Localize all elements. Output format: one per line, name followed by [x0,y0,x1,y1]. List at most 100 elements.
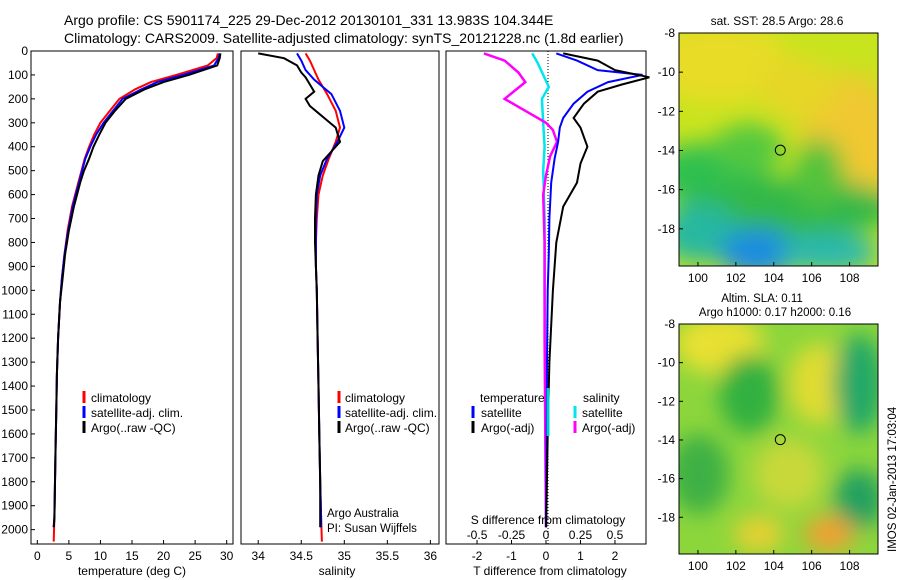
map-x-tick-label: 100 [688,271,708,285]
temperature-xlabel: temperature (deg C) [78,564,186,578]
x-tick-label: 20 [157,549,171,563]
sla-map-panel: Altim. SLA: 0.11 Argo h1000: 0.17 h2000:… [658,293,879,573]
sst-map-frame [678,32,879,267]
series-line-climatology [52,53,219,542]
sst-map-panel: sat. SST: 28.5 Argo: 28.6 100 102 104 106 10… [658,14,879,285]
y-tick-label: 1300 [1,355,28,369]
x-tick-label: -2 [472,549,483,563]
legend-label-argo: Argo(..raw -QC) [91,421,176,435]
salinity-diff-line-argo [483,52,559,528]
y-tick-label: 100 [8,68,28,82]
salinity-tick-label: -0.5 [467,528,488,542]
y-tick-label: 1400 [1,379,28,393]
y-tick-label: 500 [8,164,28,178]
difference-lines [483,52,650,528]
series-line-argo [258,52,342,528]
salinity-axes-frame [240,50,440,545]
series-line-satellite [52,53,221,528]
map-y-tick-label: -8 [664,26,675,40]
argo-australia-note: Argo Australia [327,508,399,520]
temperature-y-ticks: 0 100 200 300 400 500 600 700 800 900 1000 1100 1200… [1,44,35,537]
x-tick-label: 25 [188,549,202,563]
x-tick-label: 36 [424,549,438,563]
x-tick-label: 0 [543,549,550,563]
temperature-panel: 0100200300400500600700800900100011001200… [1,44,233,578]
salinity-panel: 34 34.5 35 35.5 36 salinity climatology sate… [240,50,440,578]
x-tick-label: 1 [577,549,584,563]
salinity-xlabel: salinity [319,564,356,578]
y-tick-label: 0 [21,44,28,58]
sla-map-frame [678,323,879,555]
map-x-tick-label: 104 [764,271,784,285]
x-tick-label: 15 [125,549,139,563]
map-x-tick-label: 102 [726,559,746,573]
legend-label-s-argo: Argo(-adj) [582,421,635,435]
y-tick-label: 400 [8,140,28,154]
y-tick-label: 1600 [1,427,28,441]
legend-label-climatology: climatology [345,391,405,405]
salinity-tick-label: 0.25 [569,528,593,542]
map-y-tick-label: -12 [658,104,676,118]
temperature-lines [52,53,222,542]
argo-position-marker [774,434,786,446]
sla-map-subtitle: Argo h1000: 0.17 h2000: 0.16 [699,307,851,319]
legend-label-climatology: climatology [91,391,151,405]
map-y-tick-label: -14 [658,433,676,447]
map-y-tick-label: -10 [658,356,676,370]
difference-legend: temperature salinity satellite Argo(-adj… [471,388,635,436]
imos-stamp: IMOS 02-Jan-2013 17:03:04 [887,406,899,552]
figure-title-line1: Argo profile: CS 5901174_225 29-Dec-2012… [64,12,553,28]
sla-map-title: Altim. SLA: 0.11 [721,293,803,305]
salinity-tick-label: 0 [543,528,550,542]
map-x-tick-label: 102 [726,271,746,285]
legend-label-t-argo: Argo(-adj) [481,421,534,435]
x-tick-label: 35 [338,549,352,563]
legend-label-s-satellite: satellite [582,406,623,420]
argo-position-marker [774,144,786,156]
sst-map-title: sat. SST: 28.5 Argo: 28.6 [711,14,844,28]
map-y-tick-label: -10 [658,65,676,79]
y-tick-label: 800 [8,235,28,249]
legend-label-argo: Argo(..raw -QC) [345,421,430,435]
x-tick-label: 30 [220,549,234,563]
legend-label-t-satellite: satellite [481,406,522,420]
x-tick-label: 34 [252,549,266,563]
salinity-lines [258,52,346,542]
y-tick-label: 1200 [1,331,28,345]
map-y-tick-label: -12 [658,394,676,408]
sst-map-ticks: 100 102 104 106 108 -8 -10 -12 -14 -16 -18 [658,26,860,285]
y-tick-label: 2000 [1,523,28,537]
y-tick-label: 1800 [1,475,28,489]
figure-title-line2: Climatology: CARS2009. Satellite-adjuste… [64,30,624,46]
map-x-tick-label: 104 [764,559,784,573]
temperature-legend: climatology satellite-adj. clim. Argo(..… [82,391,183,435]
temperature-diff-line-argo [545,52,650,528]
map-y-tick-label: -18 [658,222,676,236]
x-tick-label: 10 [94,549,108,563]
map-x-tick-label: 106 [802,271,822,285]
legend-label-satellite: satellite-adj. clim. [91,406,183,420]
map-x-tick-label: 108 [840,559,860,573]
difference-x-ticks: -2 -1 0 1 2 [472,540,619,563]
pi-note: PI: Susan Wijffels [327,523,417,535]
series-line-argo [52,53,222,528]
y-tick-label: 300 [8,116,28,130]
legend-label-satellite: satellite-adj. clim. [345,406,437,420]
legend-title-temperature: temperature [480,391,545,405]
sla-map-plot [679,324,878,554]
y-tick-label: 200 [8,92,28,106]
map-x-tick-label: 106 [802,559,822,573]
salinity-x-ticks: 34 34.5 35 35.5 36 [252,540,438,563]
map-y-tick-label: -16 [658,472,676,486]
map-y-tick-label: -14 [658,143,676,157]
y-tick-label: 1700 [1,451,28,465]
temperature-x-ticks: 0 5 10 15 20 25 30 [34,540,234,563]
map-y-tick-label: -18 [658,510,676,524]
y-tick-label: 900 [8,259,28,273]
difference-xlabel: T difference from climatology [473,564,627,578]
map-x-tick-label: 108 [840,271,860,285]
salinity-tick-label: -0.25 [498,528,526,542]
x-tick-label: 35.5 [376,549,400,563]
salinity-tick-label: 0.5 [607,528,624,542]
